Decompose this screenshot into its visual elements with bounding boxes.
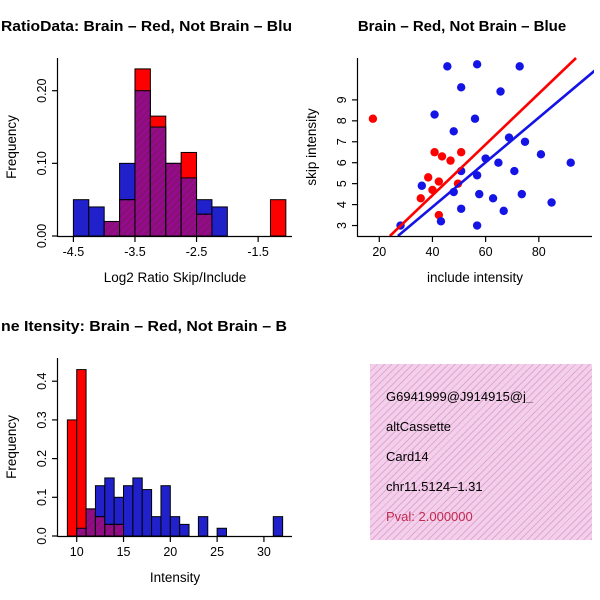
event-type-text: altCassette [386, 420, 452, 433]
gene-name-text: Card14 [386, 450, 429, 463]
svg-text:15: 15 [117, 545, 131, 559]
svg-text:25: 25 [210, 545, 224, 559]
svg-text:80: 80 [532, 245, 546, 259]
svg-text:Frequency: Frequency [4, 115, 19, 179]
svg-text:4: 4 [335, 201, 349, 208]
svg-text:5: 5 [335, 180, 349, 187]
svg-text:Frequency: Frequency [4, 415, 19, 479]
svg-text:0.10: 0.10 [35, 151, 49, 175]
svg-text:9: 9 [335, 96, 349, 103]
svg-text:6: 6 [335, 159, 349, 166]
svg-text:skip intensity: skip intensity [304, 108, 319, 186]
svg-text:20: 20 [163, 545, 177, 559]
svg-text:0.1: 0.1 [35, 489, 49, 506]
svg-text:0.00: 0.00 [35, 224, 49, 248]
svg-text:0.4: 0.4 [35, 372, 49, 389]
svg-text:Log2 Ratio Skip/Include: Log2 Ratio Skip/Include [104, 270, 247, 285]
svg-text:7: 7 [335, 138, 349, 145]
pval-text: Pval: 2.000000 [386, 510, 473, 523]
svg-text:RatioData: Brain – Red, Not Br: RatioData: Brain – Red, Not Brain – Blu [1, 18, 292, 35]
svg-text:40: 40 [426, 245, 440, 259]
svg-text:0.2: 0.2 [35, 450, 49, 467]
intensity-scatter-chart: 20 40 60 80 3 4 5 6 7 8 9 include intensity skip int… [304, 18, 594, 285]
svg-text:-1.5: -1.5 [247, 245, 269, 259]
svg-text:0.0: 0.0 [35, 527, 49, 544]
svg-text:Brain – Red, Not Brain – Blue: Brain – Red, Not Brain – Blue [358, 18, 566, 35]
svg-text:60: 60 [479, 245, 493, 259]
svg-text:Intensity: Intensity [150, 570, 201, 585]
svg-text:-4.5: -4.5 [63, 245, 85, 259]
svg-text:20: 20 [372, 245, 386, 259]
event-info-box: G6941999@J914915@j_ altCassette Card14 c… [370, 364, 592, 540]
svg-text:30: 30 [257, 545, 271, 559]
svg-text:0.20: 0.20 [35, 78, 49, 102]
svg-text:-2.5: -2.5 [186, 245, 208, 259]
svg-text:0.3: 0.3 [35, 411, 49, 428]
svg-text:-3.5: -3.5 [124, 245, 146, 259]
svg-text:8: 8 [335, 117, 349, 124]
event-id-text: G6941999@J914915@j_ [386, 390, 534, 403]
svg-text:ne Itensity: Brain – Red, Not: ne Itensity: Brain – Red, Not Brain – B [1, 318, 287, 335]
info-panel: G6941999@J914915@j_ altCassette Card14 c… [300, 300, 600, 600]
gene-intensity-histogram-chart: 10 15 20 25 30 0.0 0.1 0.2 0.3 0.4 Intensity Freque… [1, 318, 292, 585]
svg-text:3: 3 [335, 222, 349, 229]
ratio-histogram-chart: -4.5 -3.5 -2.5 -1.5 0.00 0.10 0.20 Log2 Ratio S… [1, 18, 292, 285]
genomic-location-text: chr11.5124–1.31 [386, 480, 483, 493]
svg-text:include intensity: include intensity [427, 270, 523, 285]
svg-text:10: 10 [70, 545, 84, 559]
